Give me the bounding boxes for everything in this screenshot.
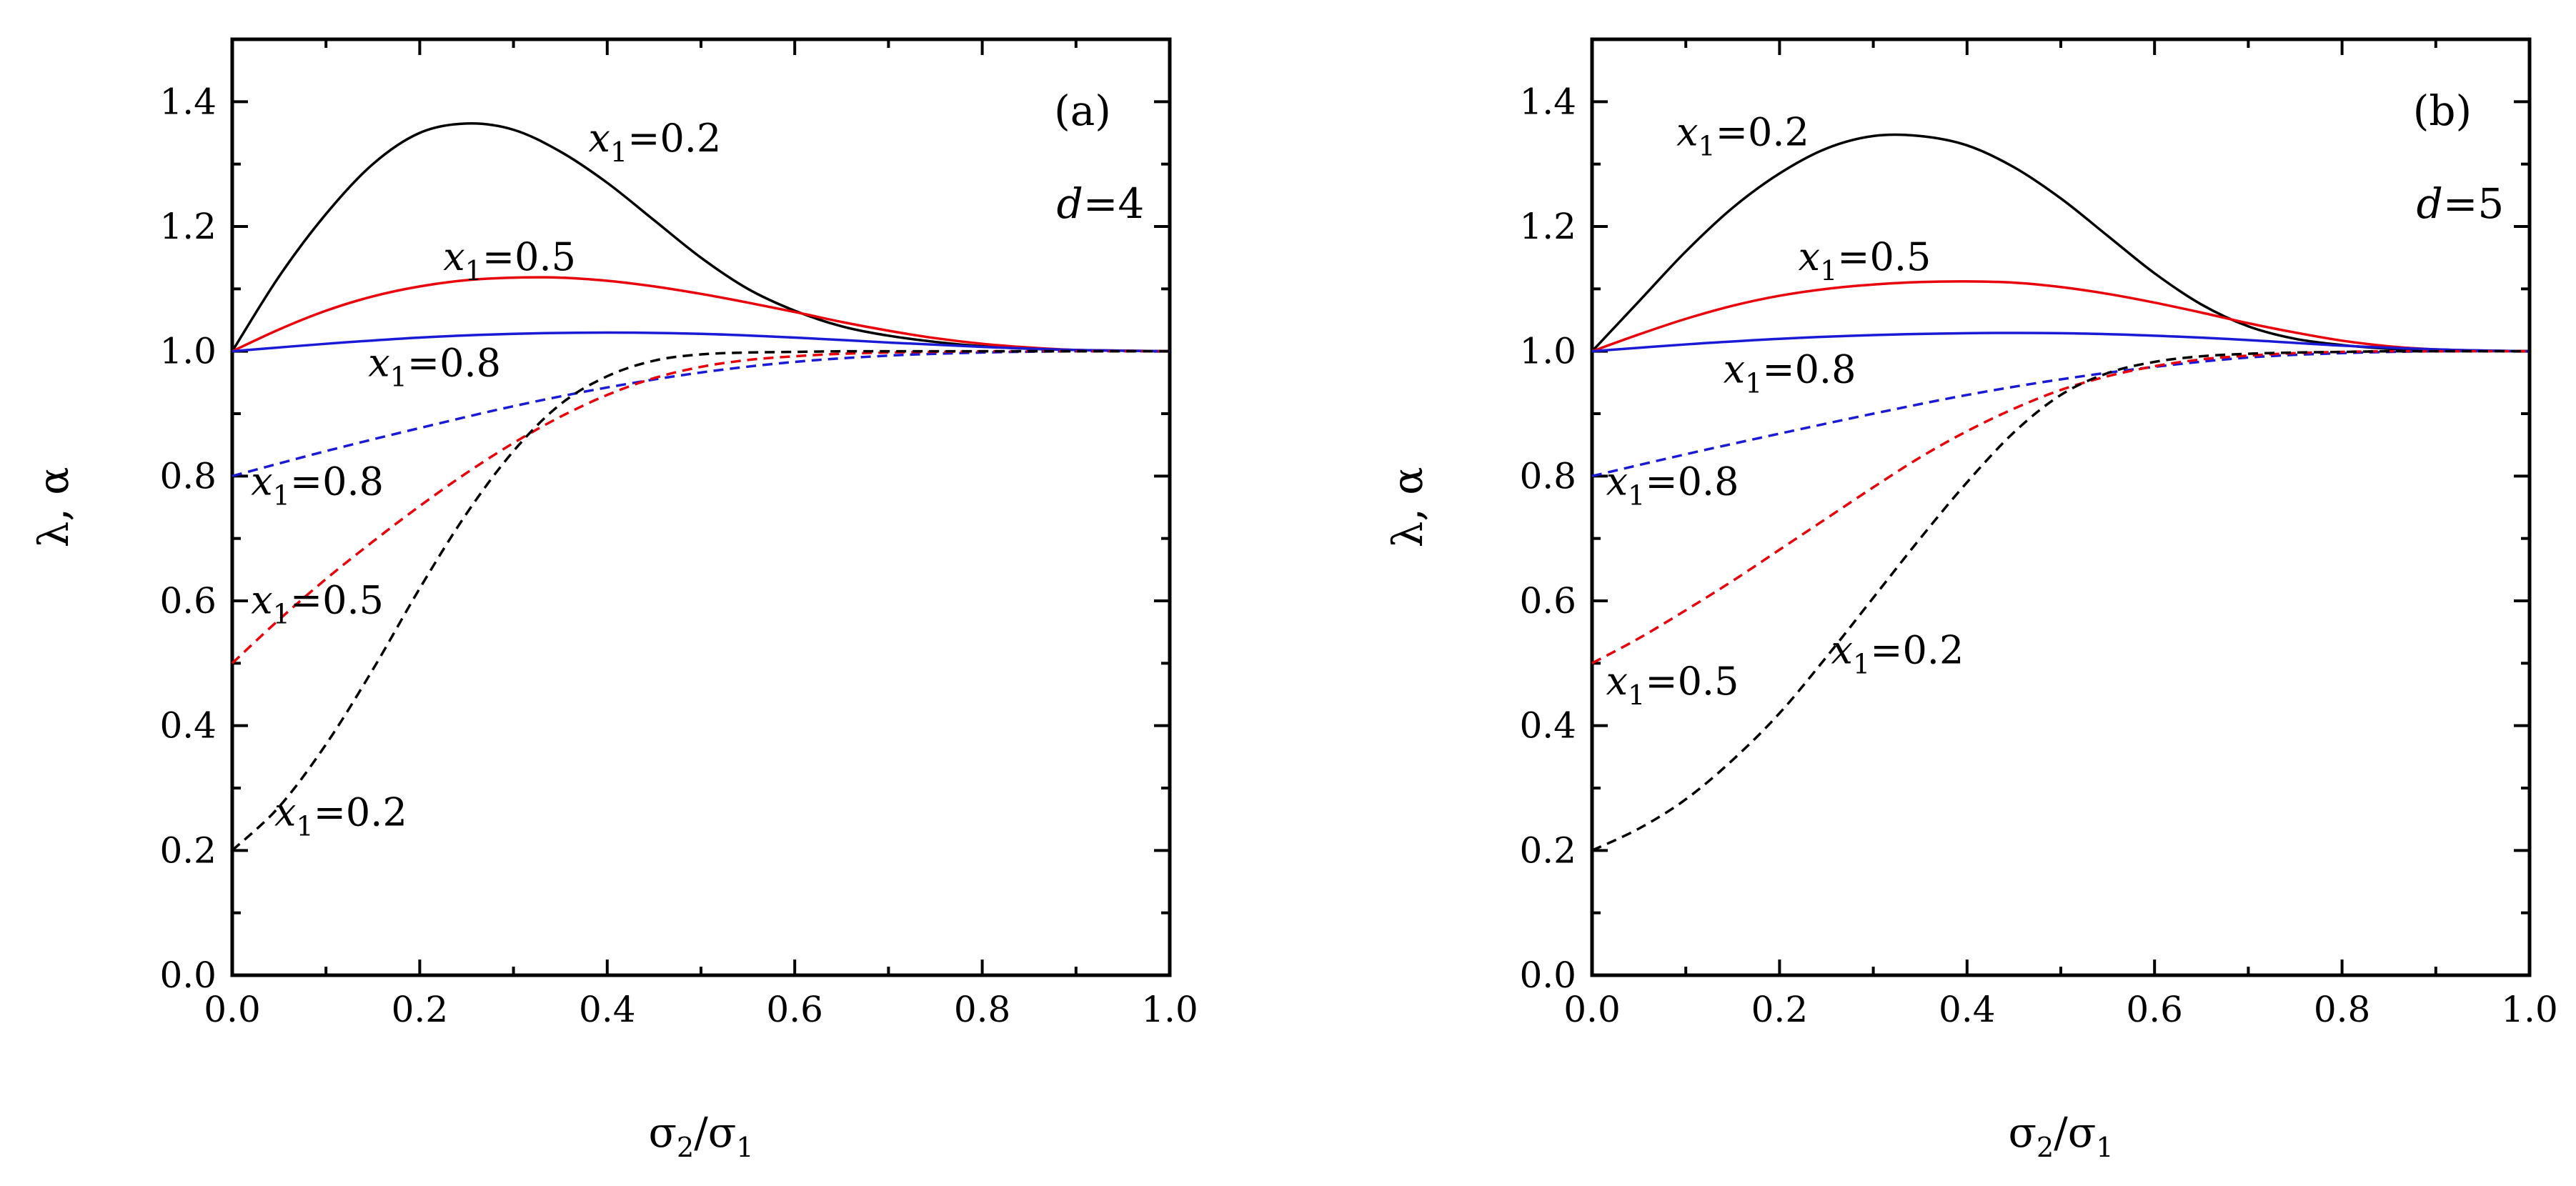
y-tick-label: 0.6 <box>159 580 217 622</box>
parameter-label: d=5 <box>2417 179 2505 228</box>
curve-label: x1=0.8 <box>1724 347 1856 399</box>
y-tick-label: 0.4 <box>159 705 217 747</box>
x-tick-label: 0.2 <box>1751 989 1809 1030</box>
curve-label: x1=0.2 <box>589 116 722 168</box>
y-tick-label: 1.0 <box>159 331 217 372</box>
y-tick-label: 0.4 <box>1519 705 1576 747</box>
y-tick-label: 1.4 <box>159 81 217 122</box>
y-tick-label: 1.4 <box>1519 81 1576 122</box>
curve-label: x1=0.2 <box>274 789 407 842</box>
curve-annotations: x1=0.2 x1=0.5 x1=0.8 x1=0.8 x1=0.5 x1=0.2 <box>1606 109 1964 711</box>
panel-a: 0.0 0.2 0.4 0.6 0.8 1.0 0.0 0.2 0.4 0.6 0.8 1.0 1.2… <box>29 37 1198 1163</box>
curve-label: x1=0.2 <box>1676 109 1809 161</box>
x-tick-label: 0.0 <box>1563 989 1621 1030</box>
y-tick-label: 0.2 <box>159 829 217 871</box>
series-line <box>1591 332 2530 353</box>
x-tick-label: 1.0 <box>1141 989 1198 1030</box>
x-tick-label: 0.4 <box>579 989 636 1030</box>
y-tick-label: 0.0 <box>1519 955 1576 996</box>
y-tick-label: 0.2 <box>1519 829 1576 871</box>
panel-label: (b) <box>2413 86 2472 135</box>
y-axis-title: λ, α <box>29 467 78 548</box>
curve-label: x1=0.5 <box>251 577 384 629</box>
x-tick-label: 0.8 <box>954 989 1011 1030</box>
panel-label: (a) <box>1054 86 1111 135</box>
series-line <box>1591 349 2530 852</box>
series-line <box>232 276 1170 353</box>
x-tick-labels: 0.0 0.2 0.4 0.6 0.8 1.0 <box>1563 989 2558 1030</box>
x-tick-label: 1.0 <box>2501 989 2558 1030</box>
x-tick-label: 0.6 <box>766 989 823 1030</box>
x-tick-label: 0.0 <box>204 989 261 1030</box>
curve-label: x1=0.2 <box>1831 627 1964 679</box>
y-tick-labels: 0.0 0.2 0.4 0.6 0.8 1.0 1.2 1.4 <box>1519 81 1576 996</box>
curve-label: x1=0.8 <box>368 341 501 393</box>
curve-label: x1=0.8 <box>1606 459 1739 512</box>
panel-b: 0.0 0.2 0.4 0.6 0.8 1.0 0.0 0.2 0.4 0.6 0.8 1.0 1.2… <box>1383 37 2558 1163</box>
curve-label: x1=0.5 <box>1799 234 1931 286</box>
curve-label: x1=0.5 <box>443 234 576 286</box>
curve-label: x1=0.5 <box>1606 659 1739 711</box>
series-group <box>1591 133 2530 852</box>
y-tick-label: 1.2 <box>159 206 217 247</box>
series-line <box>1591 349 2530 664</box>
series-line <box>232 331 1170 353</box>
y-tick-label: 0.8 <box>159 455 217 497</box>
series-line <box>231 349 1170 852</box>
axis-ticks <box>231 39 1171 977</box>
y-tick-label: 0.0 <box>159 955 217 996</box>
x-tick-label: 0.2 <box>392 989 449 1030</box>
y-tick-label: 0.6 <box>1519 580 1576 622</box>
y-tick-label: 0.8 <box>1519 455 1576 497</box>
series-line <box>1591 280 2530 353</box>
x-tick-label: 0.6 <box>2126 989 2183 1030</box>
x-axis-title: σ2/σ1 <box>648 1108 753 1163</box>
y-axis-title: λ, α <box>1383 467 1432 548</box>
parameter-label: d=4 <box>1057 179 1145 228</box>
curve-annotations: x1=0.2 x1=0.5 x1=0.8 x1=0.8 x1=0.5 x1=0.2 <box>251 116 721 842</box>
y-tick-labels: 0.0 0.2 0.4 0.6 0.8 1.0 1.2 1.4 <box>159 81 217 996</box>
x-tick-label: 0.8 <box>2314 989 2371 1030</box>
y-tick-label: 1.2 <box>1519 206 1576 247</box>
x-tick-label: 0.4 <box>1939 989 1996 1030</box>
x-axis-title: σ2/σ1 <box>2008 1108 2113 1163</box>
x-tick-labels: 0.0 0.2 0.4 0.6 0.8 1.0 <box>204 989 1198 1030</box>
y-tick-label: 1.0 <box>1519 331 1576 372</box>
series-group <box>231 122 1170 852</box>
curve-label: x1=0.8 <box>251 459 384 512</box>
